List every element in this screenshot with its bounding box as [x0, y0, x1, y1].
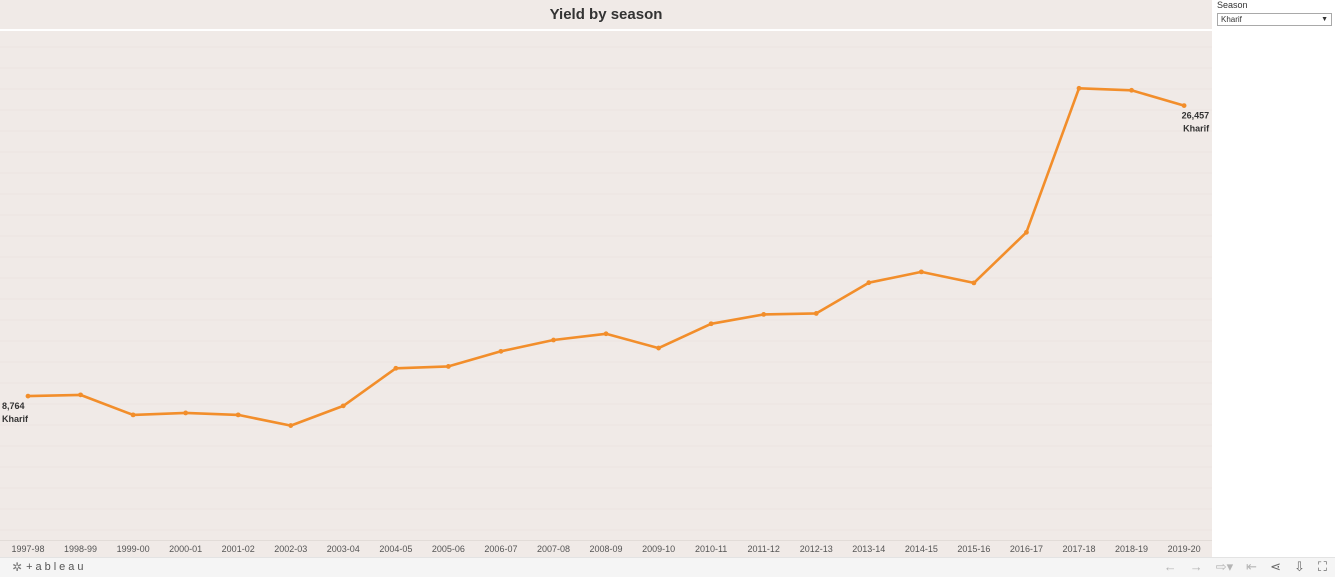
data-point: [813, 311, 819, 316]
x-tick-label: 2012-13: [800, 544, 833, 554]
data-point: [393, 365, 399, 371]
redo-icon[interactable]: →: [1189, 559, 1203, 574]
data-point: [288, 423, 294, 428]
x-tick-label: 2009-10: [642, 544, 675, 554]
download-icon[interactable]: ⇩: [1293, 559, 1305, 574]
x-tick-label: 2006-07: [484, 544, 517, 554]
revert-icon[interactable]: ⇨▾: [1215, 559, 1234, 574]
x-tick-label: 2004-05: [379, 544, 412, 554]
x-tick-label: 2019-20: [1168, 544, 1201, 554]
x-tick-label: 2015-16: [957, 544, 990, 554]
data-point: [183, 410, 189, 416]
data-point: [918, 269, 924, 275]
tableau-logo-icon: ✲: [12, 560, 23, 574]
x-tick-label: 2013-14: [852, 544, 885, 554]
x-tick-label: 1999-00: [117, 544, 150, 554]
data-point: [866, 280, 872, 286]
data-point: [446, 364, 451, 369]
data-point: [1129, 87, 1134, 93]
share-icon[interactable]: ⋖: [1270, 559, 1281, 574]
data-point: [340, 403, 346, 409]
season-dropdown-value: Kharif: [1221, 15, 1242, 24]
season-filter-label: Season: [1217, 0, 1248, 10]
x-tick-label: 2007-08: [537, 544, 570, 554]
data-point: [551, 337, 556, 343]
data-point: [603, 331, 609, 337]
x-axis-band: [0, 540, 1212, 558]
data-point: [971, 280, 977, 286]
data-point: [656, 345, 661, 351]
undo-icon[interactable]: ←: [1163, 559, 1177, 574]
x-tick-label: 1998-99: [64, 544, 97, 554]
x-tick-label: 2000-01: [169, 544, 202, 554]
tableau-logo[interactable]: ✲ +ableau: [12, 560, 87, 574]
caret-down-icon: ▼: [1321, 16, 1328, 23]
x-tick-labels: 1997-98 1998-99 1999-00 2000-01 2001-02 2002-…: [11, 544, 1200, 554]
x-tick-label: 2016-17: [1010, 544, 1043, 554]
x-tick-label: 2001-02: [222, 544, 255, 554]
data-point: [235, 412, 241, 418]
data-label-series: Kharif: [2, 414, 29, 424]
fullscreen-icon[interactable]: ⛶: [1317, 559, 1327, 574]
data-label-value: 8,764: [2, 401, 25, 411]
x-tick-label: 2002-03: [274, 544, 307, 554]
reset-icon[interactable]: ⇤: [1246, 559, 1258, 574]
data-point: [25, 393, 31, 399]
data-point: [130, 412, 136, 418]
x-tick-label: 2010-11: [695, 544, 727, 554]
labels-layer: 8,764 Kharif 26,457 Kharif: [2, 111, 1210, 425]
grid-layer: [0, 46, 1212, 531]
data-point: [1181, 103, 1187, 108]
chart-title: Yield by season: [549, 6, 663, 23]
season-dropdown[interactable]: Kharif ▼: [1217, 13, 1332, 26]
points-layer: [25, 85, 1187, 428]
x-tick-label: 2011-12: [748, 544, 780, 554]
x-tick-label: 2008-09: [590, 544, 623, 554]
data-label-series: Kharif: [1183, 124, 1210, 134]
x-tick-label: 2005-06: [432, 544, 465, 554]
data-point: [1024, 229, 1029, 235]
data-point: [1076, 85, 1082, 91]
tableau-logo-text: +ableau: [26, 561, 87, 573]
plot-area: [0, 31, 1212, 540]
data-point: [498, 348, 504, 354]
tableau-toolbar: ✲ +ableau ← → ⇨▾ ⇤ ⋖ ⇩ ⛶: [0, 557, 1335, 577]
season-filter: Season Kharif ▼: [1217, 0, 1335, 26]
data-point: [761, 311, 767, 317]
x-tick-label: 2014-15: [905, 544, 938, 554]
x-tick-label: 1997-98: [11, 544, 44, 554]
title-divider: [0, 29, 1212, 31]
x-tick-label: 2017-18: [1062, 544, 1095, 554]
data-point: [708, 321, 714, 327]
x-tick-label: 2003-04: [327, 544, 360, 554]
data-label-value: 26,457: [1182, 111, 1210, 121]
x-tick-label: 2018-19: [1115, 544, 1148, 554]
data-point: [78, 392, 83, 398]
title-band: Yield by season: [0, 0, 1212, 29]
